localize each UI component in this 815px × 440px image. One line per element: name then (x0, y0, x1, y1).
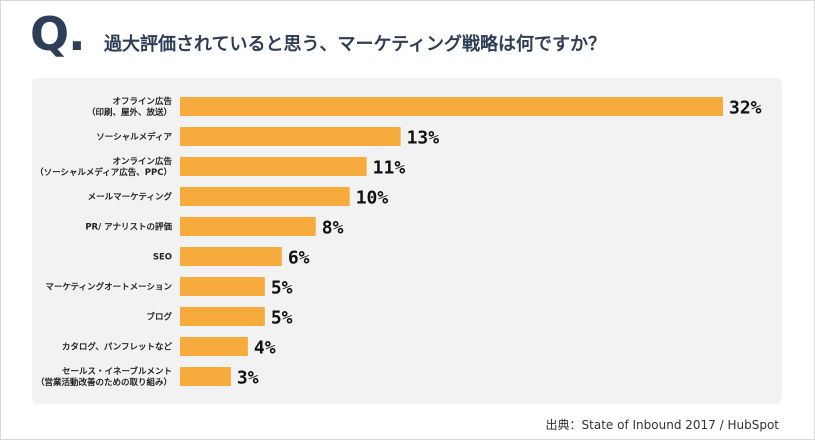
bar-8 (180, 337, 248, 356)
source-credit: 出典：State of Inbound 2017 / HubSpot (545, 418, 779, 432)
category-label-7: ブログ (146, 312, 172, 323)
q-mark: Q. (30, 7, 86, 61)
bar-2 (180, 157, 367, 176)
bar-chart: オフライン広告（印刷、屋外、放送） 32% ソーシャルメディア 13% オンライン広告（… (35, 96, 762, 389)
category-label-8: カタログ、パンフレットなど (62, 342, 173, 353)
category-label-1: ソーシャルメディア (96, 132, 172, 143)
value-label-0: 32% (729, 98, 762, 119)
bar-3 (180, 187, 350, 206)
value-label-1: 13% (407, 128, 440, 149)
value-label-7: 5% (271, 308, 293, 329)
bar-0 (180, 97, 723, 116)
bar-9 (180, 367, 231, 386)
category-label-6: マーケティングオートメーション (45, 282, 172, 293)
value-label-8: 4% (254, 338, 276, 359)
value-label-4: 8% (322, 218, 344, 239)
value-label-9: 3% (237, 368, 259, 389)
category-label-2: オンライン広告（ソーシャルメディア広告、PPC） (35, 156, 172, 178)
question-title: 過大評価されていると思う、マーケティング戦略は何ですか？ (104, 34, 607, 55)
bar-7 (180, 307, 265, 326)
value-label-3: 10% (356, 188, 389, 209)
bar-6 (180, 277, 265, 296)
value-label-5: 6% (288, 248, 310, 269)
category-label-9: セールス・イネーブルメント（営業活動改善のための取り組み） (36, 366, 172, 388)
bar-1 (180, 127, 401, 146)
bar-5 (180, 247, 282, 266)
category-label-3: メールマーケティング (88, 192, 173, 203)
bar-4 (180, 217, 316, 236)
chart-panel (32, 78, 782, 404)
value-label-2: 11% (373, 158, 406, 179)
category-label-4: PR/ アナリストの評価 (85, 222, 172, 233)
category-label-0: オフライン広告（印刷、屋外、放送） (87, 96, 173, 118)
category-label-5: SEO (153, 253, 172, 263)
value-label-6: 5% (271, 278, 293, 299)
